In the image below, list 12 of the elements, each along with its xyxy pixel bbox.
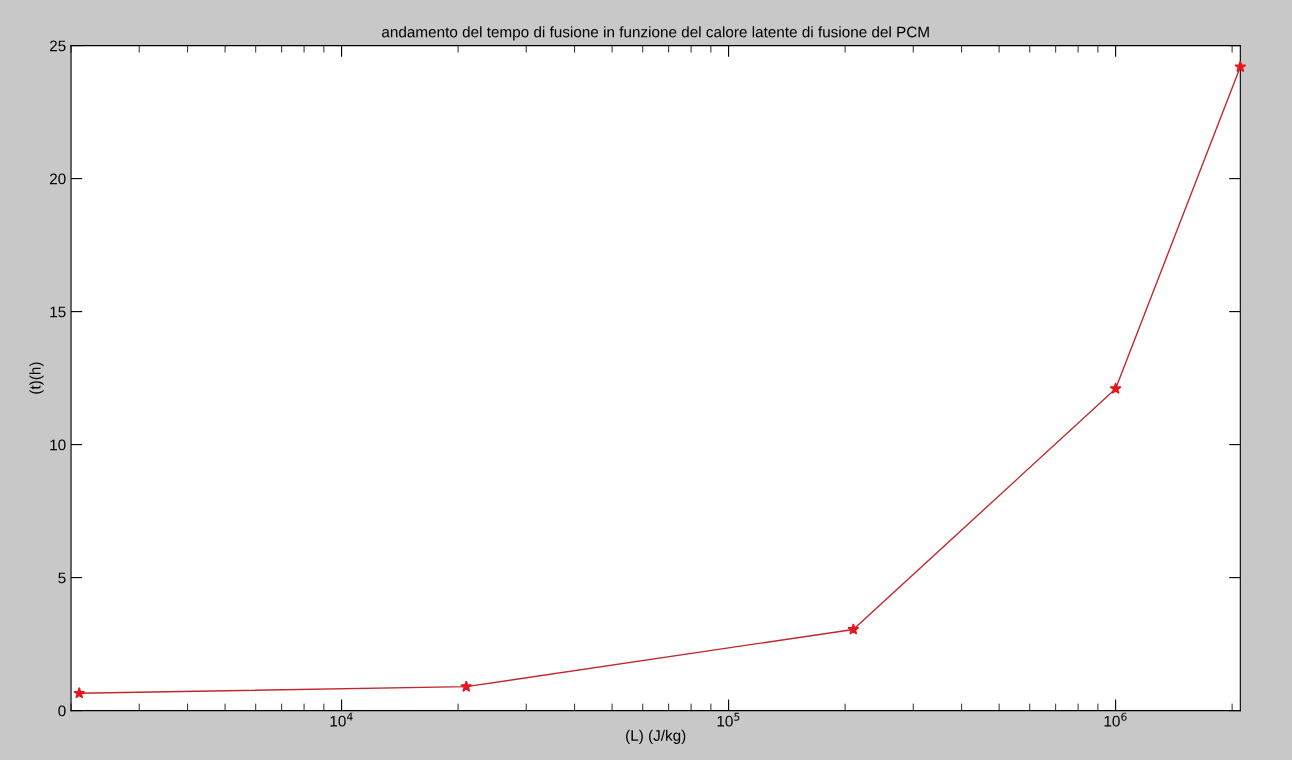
y-axis-title: (t)(h) xyxy=(29,362,44,394)
x-tick-label: 10$^{4}$ xyxy=(330,712,353,727)
y-tick-label: 10 xyxy=(50,439,66,451)
chart-title: andamento del tempo di fusione in funzione del calore latente di fusione del PCM xyxy=(382,26,929,41)
x-tick-label: 10$^{5}$ xyxy=(717,712,740,727)
y-tick-label: 15 xyxy=(50,306,66,318)
x-axis-title: (L) (J/kg) xyxy=(626,729,686,744)
y-tick-label: 20 xyxy=(49,173,66,185)
x-tick-label: 10$^{6}$ xyxy=(1104,712,1127,727)
y-tick-label: 5 xyxy=(58,572,66,584)
y-tick-label: 0 xyxy=(58,705,66,717)
y-tick-label: 25 xyxy=(49,40,66,52)
